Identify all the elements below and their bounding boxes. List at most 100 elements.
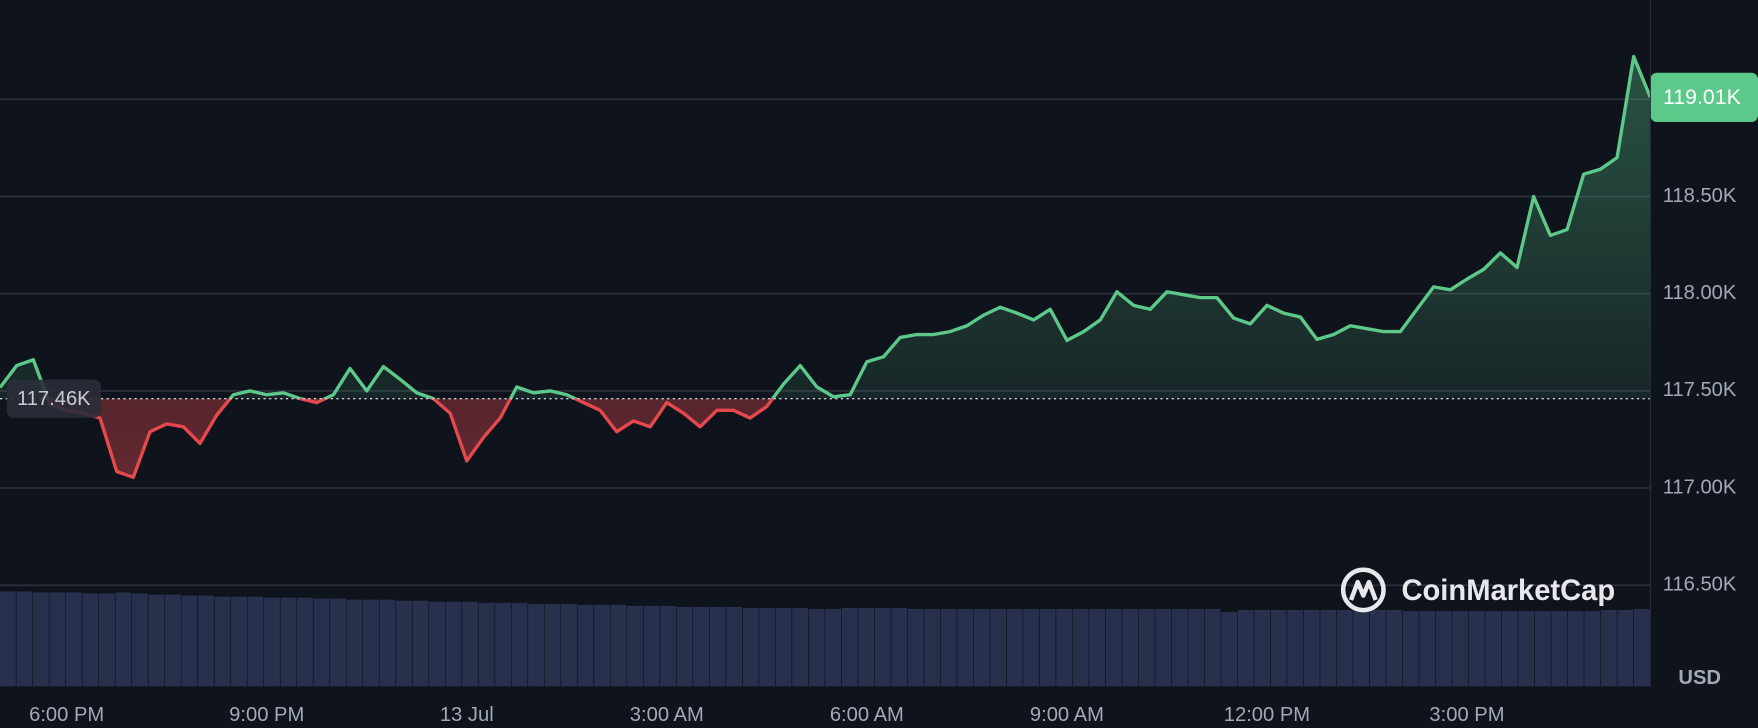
- volume-bar: [610, 604, 627, 687]
- volume-bar: [165, 594, 181, 687]
- volume-bar: [132, 593, 148, 687]
- volume-bar: [808, 608, 825, 687]
- volume-bar: [115, 592, 132, 687]
- volume-bar: [726, 606, 742, 687]
- volume-bar: [1105, 608, 1122, 687]
- volume-bar: [973, 608, 990, 687]
- volume-bar: [1353, 610, 1370, 687]
- volume-bar: [1303, 610, 1320, 687]
- volume-bar: [792, 607, 809, 687]
- volume-bar: [907, 608, 924, 687]
- volume-bar: [841, 607, 858, 687]
- volume-bar: [643, 605, 660, 687]
- volume-bar: [478, 602, 495, 687]
- volume-bar: [313, 598, 330, 687]
- y-unit: USD: [1678, 667, 1721, 689]
- watermark-logo: [1340, 567, 1386, 613]
- volume-bar: [693, 606, 709, 687]
- volume-bar: [247, 596, 264, 687]
- volume-bar: [957, 608, 974, 687]
- x-tick-label: 9:00 PM: [229, 704, 304, 726]
- volume-bar: [181, 595, 198, 687]
- volume-bar: [429, 601, 445, 687]
- volume-bar: [1336, 610, 1353, 687]
- volume-bar: [660, 605, 676, 687]
- y-tick-label: 117.00K: [1663, 476, 1737, 498]
- y-tick-label: 118.50K: [1663, 185, 1737, 207]
- volume-bar: [1270, 610, 1287, 687]
- volume-bar: [1237, 610, 1254, 687]
- volume-bar: [924, 608, 941, 687]
- y-tick-label: 118.00K: [1663, 282, 1737, 304]
- volume-bar: [1567, 611, 1584, 687]
- volume-bar: [379, 599, 396, 687]
- volume-bar: [1122, 608, 1139, 687]
- volume-bar: [82, 593, 99, 687]
- volume-bar: [0, 591, 16, 687]
- y-tick-label: 117.50K: [1663, 379, 1737, 401]
- volume-bar: [1221, 612, 1238, 687]
- watermark-logo-m: [1348, 579, 1378, 601]
- x-tick-label: 9:00 AM: [1030, 704, 1104, 726]
- x-tick-label: 13 Jul: [440, 704, 494, 726]
- volume-bar: [445, 601, 462, 687]
- volume-bar: [1254, 610, 1271, 687]
- volume-bar: [577, 604, 594, 687]
- volume-bar: [346, 599, 363, 687]
- volume-bar: [49, 592, 66, 687]
- volume-bar: [396, 600, 412, 687]
- volume-bar: [148, 594, 165, 687]
- volume-bar: [1155, 608, 1172, 687]
- x-tick-label: 6:00 AM: [830, 704, 904, 726]
- volume-bar: [198, 595, 214, 687]
- volume-bar: [1617, 610, 1634, 687]
- volume-bar: [940, 608, 957, 687]
- volume-bar: [990, 608, 1007, 687]
- volume-bar: [280, 597, 297, 687]
- volume-bar: [1468, 611, 1485, 687]
- volume-bar: [1485, 611, 1502, 687]
- volume-bar: [264, 597, 280, 687]
- volume-bar: [1023, 608, 1040, 687]
- volume-bar: [825, 608, 842, 687]
- volume-bar: [462, 601, 478, 687]
- volume-bar: [1188, 608, 1205, 687]
- x-tick-label: 12:00 PM: [1224, 704, 1310, 726]
- volume-bar: [1039, 608, 1056, 687]
- last-price-tag: [1650, 72, 1758, 123]
- x-tick-label: 3:00 PM: [1429, 704, 1504, 726]
- volume-bar: [775, 607, 792, 687]
- volume-bar: [1534, 611, 1551, 687]
- volume-bar: [594, 604, 610, 687]
- volume-bar: [16, 591, 33, 687]
- volume-bar: [1287, 610, 1304, 687]
- volume-bar: [495, 602, 511, 687]
- volume-bar: [33, 592, 49, 687]
- watermark: CoinMarketCap: [1340, 567, 1615, 613]
- volume-bar: [759, 607, 775, 687]
- volume-bar: [891, 607, 908, 687]
- volume-bar: [231, 596, 247, 687]
- volume-bar: [676, 606, 693, 687]
- volume-bar: [1551, 611, 1568, 687]
- volume-bar: [363, 599, 379, 687]
- area-down: [0, 398, 1651, 478]
- baseline-tag: [6, 379, 101, 418]
- volume-bar: [1435, 611, 1452, 687]
- volume-bar: [1584, 611, 1601, 687]
- volume-bar: [1072, 608, 1089, 687]
- volume-bar: [1402, 611, 1419, 687]
- volume-bar: [297, 597, 313, 687]
- volume-bar: [214, 596, 231, 687]
- volume-bar: [66, 592, 82, 687]
- volume-bar: [99, 593, 115, 687]
- volume-bar: [1600, 610, 1617, 687]
- volume-bar: [561, 603, 577, 687]
- volume-bar: [1518, 611, 1535, 687]
- x-tick-label: 6:00 PM: [29, 704, 104, 726]
- last-price-label: 119.01K: [1663, 85, 1741, 109]
- volume-bar: [1006, 608, 1023, 687]
- volume-bar: [1320, 610, 1337, 687]
- volume-bar: [1369, 610, 1386, 687]
